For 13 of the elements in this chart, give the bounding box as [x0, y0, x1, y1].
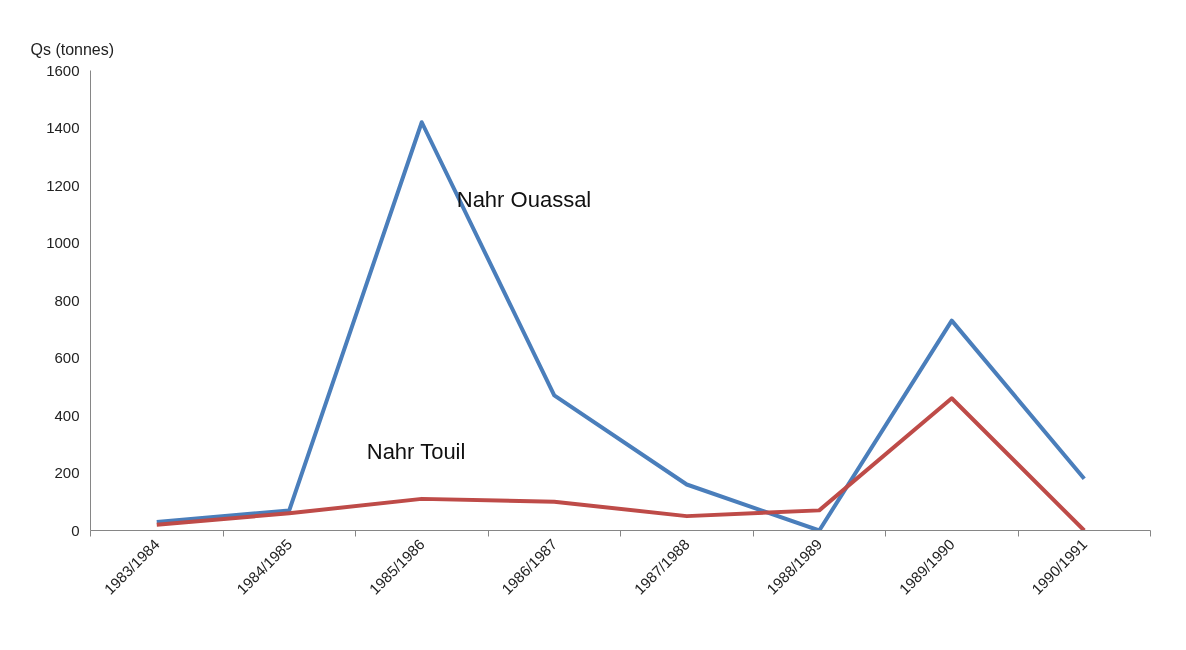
y-tick-label: 1400 [46, 119, 80, 136]
y-tick-label: 1600 [46, 61, 80, 79]
line-series [154, 120, 1087, 531]
y-tick-label: 800 [54, 291, 80, 309]
y-tick-label: 200 [54, 464, 80, 481]
y-tick-label: 600 [54, 349, 80, 366]
y-tick-label: 0 [71, 521, 80, 539]
y-axis-title: Qs (tonnes) [30, 41, 115, 58]
y-tick-label: 1200 [46, 176, 80, 194]
series-label: Nahr Touil [366, 438, 466, 464]
line-series [154, 396, 1087, 531]
y-tick-label: 400 [54, 406, 80, 424]
y-tick-label: 1000 [46, 234, 80, 251]
